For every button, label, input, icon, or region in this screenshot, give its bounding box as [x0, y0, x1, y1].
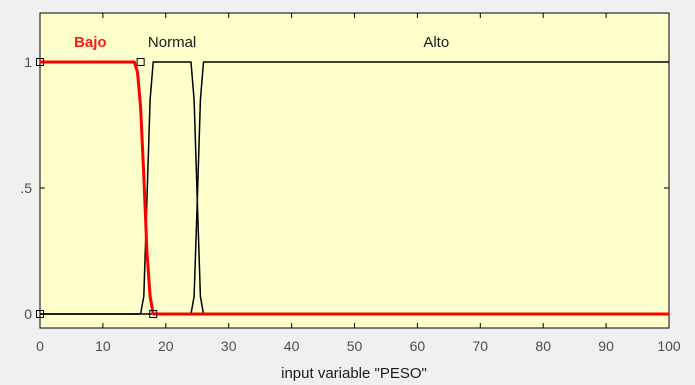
- x-tick-label: 50: [347, 338, 363, 354]
- mf-label-normal[interactable]: Normal: [148, 34, 196, 51]
- x-tick-label: 70: [473, 338, 489, 354]
- mf-handle[interactable]: [136, 58, 145, 66]
- x-tick-label: 10: [95, 338, 111, 354]
- x-tick-label: 90: [598, 338, 614, 354]
- x-tick-label: 40: [284, 338, 300, 354]
- x-tick-label: 100: [657, 338, 681, 354]
- x-tick-label: 20: [158, 338, 174, 354]
- x-tick-label: 80: [535, 338, 551, 354]
- mf-handle[interactable]: [36, 310, 44, 318]
- mf-handle[interactable]: [149, 310, 158, 318]
- membership-function-labels: Bajo Normal Alto: [74, 34, 449, 51]
- x-axis-label: input variable "PESO": [281, 365, 427, 382]
- series-line-normal[interactable]: [40, 61, 669, 315]
- mf-label-bajo[interactable]: Bajo: [74, 34, 107, 51]
- y-tick-label: 0: [24, 306, 32, 322]
- plot-area[interactable]: [39, 12, 670, 329]
- series-layer: [40, 60, 669, 316]
- mf-handle[interactable]: [36, 58, 44, 66]
- x-axis-ticks: 0 10 20 30 40 50 60 70 80 90 100: [36, 13, 681, 354]
- y-tick-label: .5: [20, 180, 32, 196]
- y-tick-label: 1: [24, 54, 32, 70]
- handles-layer: [36, 58, 158, 318]
- x-tick-label: 30: [221, 338, 237, 354]
- x-tick-label: 60: [410, 338, 426, 354]
- x-tick-label: 0: [36, 338, 44, 354]
- mf-label-alto[interactable]: Alto: [423, 34, 449, 51]
- series-line-bajo[interactable]: [40, 60, 669, 316]
